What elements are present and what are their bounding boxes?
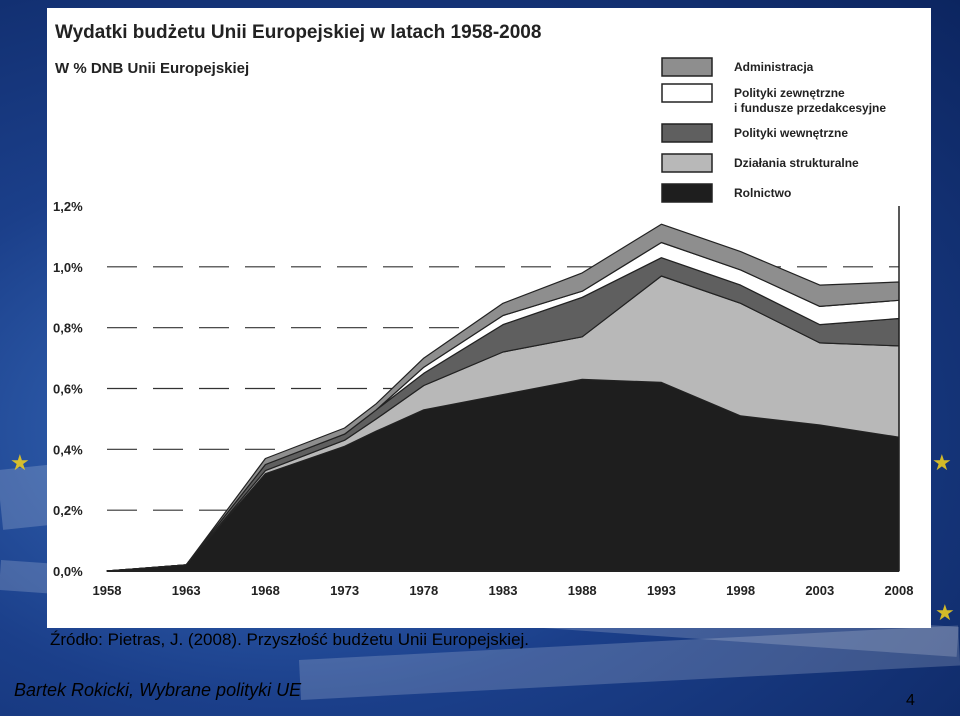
source-citation: Źródło: Pietras, J. (2008). Przyszłość b… — [50, 630, 529, 650]
x-tick-label: 1978 — [409, 583, 438, 598]
legend-swatch — [662, 184, 712, 202]
eu-star-icon: ★ — [10, 450, 30, 476]
y-tick-label: 0,2% — [53, 503, 83, 518]
eu-star-icon: ★ — [932, 450, 952, 476]
author-footer: Bartek Rokicki, Wybrane polityki UE — [14, 680, 301, 701]
y-tick-label: 1,0% — [53, 260, 83, 275]
y-tick-label: 0,6% — [53, 382, 83, 397]
legend-label: Administracja — [734, 60, 814, 74]
x-tick-label: 1963 — [172, 583, 201, 598]
legend-swatch — [662, 124, 712, 142]
legend-label: Polityki zewnętrzne — [734, 86, 845, 100]
legend-swatch — [662, 154, 712, 172]
y-tick-label: 0,8% — [53, 321, 83, 336]
y-tick-label: 1,2% — [53, 199, 83, 214]
legend-label: Rolnictwo — [734, 186, 791, 200]
x-tick-label: 2003 — [805, 583, 834, 598]
legend-swatch — [662, 84, 712, 102]
x-tick-label: 1983 — [489, 583, 518, 598]
x-tick-label: 1993 — [647, 583, 676, 598]
budget-area-chart: 0,0% 0,2% 0,4% 0,6% 0,8% 1,0% 1,2% 1958 1963 1968… — [47, 8, 931, 628]
legend-label: i fundusze przedakcesyjne — [734, 101, 886, 115]
legend-label: Polityki wewnętrzne — [734, 126, 848, 140]
y-tick-label: 0,0% — [53, 564, 83, 579]
legend-label: Działania strukturalne — [734, 156, 859, 170]
page-number: 4 — [906, 692, 915, 710]
x-tick-label: 1968 — [251, 583, 280, 598]
chart-panel: Wydatki budżetu Unii Europejskiej w lata… — [47, 8, 931, 628]
legend-swatch — [662, 58, 712, 76]
y-tick-label: 0,4% — [53, 442, 83, 457]
x-tick-label: 1973 — [330, 583, 359, 598]
eu-star-icon: ★ — [935, 600, 955, 626]
x-tick-label: 1998 — [726, 583, 755, 598]
x-tick-label: 1958 — [93, 583, 122, 598]
x-tick-label: 2008 — [885, 583, 914, 598]
x-tick-label: 1988 — [568, 583, 597, 598]
